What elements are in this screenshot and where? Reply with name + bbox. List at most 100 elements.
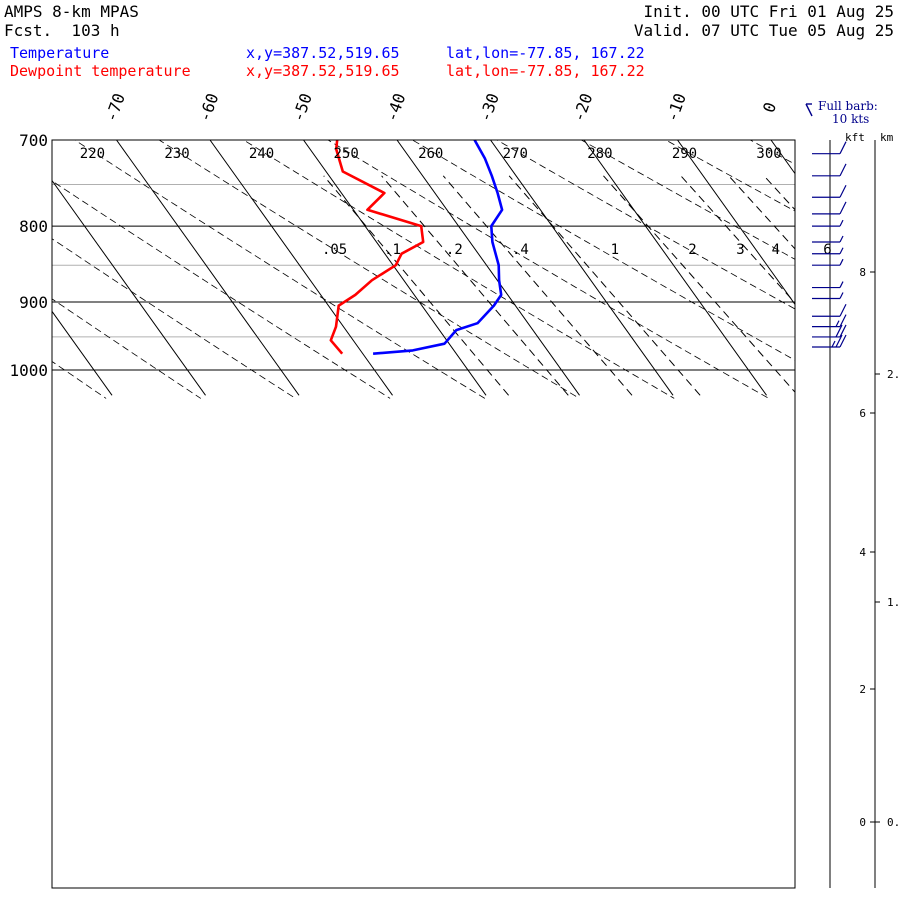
kft-label-8: 8	[859, 266, 866, 279]
theta-label-270: 270	[503, 146, 528, 162]
temperature-legend: Temperature	[10, 44, 110, 62]
model-title: AMPS 8-km MPAS	[4, 2, 139, 21]
theta-label-290: 290	[672, 146, 697, 162]
theta-label-240: 240	[249, 146, 274, 162]
wind-barb	[812, 247, 844, 255]
temperature-line	[372, 139, 504, 355]
mixing-ratio-label-.05: .05	[322, 242, 347, 258]
wind-barb	[812, 303, 847, 317]
mixing-ratio-label-3: 3	[736, 242, 744, 258]
mixing-ratio-label-.1: .1	[384, 242, 401, 258]
mixing-ratio-line-.05	[323, 175, 509, 396]
isotherm-label--30: -30	[475, 91, 503, 125]
kft-label-4: 4	[859, 546, 866, 559]
wind-barb	[812, 258, 844, 266]
theta-label-250: 250	[334, 146, 359, 162]
isotherm--90	[52, 310, 113, 396]
dry-adiabat-250	[327, 140, 770, 399]
mixing-ratio-line-1	[603, 175, 795, 393]
init-time: Init. 00 UTC Fri 01 Aug 25	[643, 2, 894, 21]
valid-time: Valid. 07 UTC Tue 05 Aug 25	[633, 21, 894, 40]
kft-label-2: 2	[859, 683, 866, 696]
isotherm-label--70: -70	[101, 91, 129, 125]
pressure-label-900: 900	[19, 293, 48, 312]
dry-adiabat-270	[496, 140, 795, 310]
theta-label-230: 230	[164, 146, 189, 162]
theta-label-260: 260	[418, 146, 443, 162]
dewpoint-xy: x,y=387.52,519.65	[246, 62, 400, 80]
dewpoint-legend: Dewpoint temperature	[10, 62, 191, 80]
dry-adiabat-320	[516, 0, 900, 398]
mixing-ratio-label-4: 4	[772, 242, 780, 258]
mixing-ratio-line-.2	[442, 175, 633, 396]
isotherm-label--40: -40	[382, 91, 410, 125]
wind-barb	[812, 292, 844, 300]
barb-note-line2: 10 kts	[832, 112, 870, 126]
dry-adiabat-330	[593, 0, 900, 398]
mixing-ratio-label-.2: .2	[446, 242, 463, 258]
mixing-ratio-label-.4: .4	[512, 242, 529, 258]
wind-barb	[812, 219, 844, 227]
mixing-ratio-line-3	[728, 175, 795, 250]
isotherm-label--50: -50	[288, 91, 316, 125]
isotherm-label--60: -60	[195, 91, 223, 125]
isotherm--70	[116, 140, 300, 396]
isotherm--100	[0, 140, 19, 395]
forecast-hour: Fcst. 103 h	[4, 21, 120, 40]
dry-adiabat-230	[158, 140, 580, 399]
isotherm-label-0: 0	[759, 100, 780, 116]
km-label-1.: 1.	[887, 596, 900, 609]
dry-adiabat-210	[52, 180, 391, 399]
isotherm-label--10: -10	[662, 91, 690, 125]
dry-adiabat-310	[440, 0, 900, 398]
kft-axis-label: kft	[845, 131, 865, 144]
wind-barb	[812, 334, 847, 348]
theta-label-220: 220	[80, 146, 105, 162]
isotherm-10	[865, 140, 900, 395]
theta-label-300: 300	[756, 146, 781, 162]
mixing-ratio-line-.4	[508, 175, 701, 396]
km-axis-label: km	[880, 131, 894, 144]
isotherm--30	[490, 140, 674, 396]
km-label-2.: 2.	[887, 368, 900, 381]
wind-barb	[812, 281, 844, 289]
dry-adiabat-260	[411, 140, 795, 361]
mixing-ratio-label-2: 2	[688, 242, 696, 258]
pressure-label-700: 700	[19, 131, 48, 150]
dry-adiabat-280	[580, 140, 795, 260]
dry-adiabat-180	[52, 360, 107, 399]
mixing-ratio-line-4	[763, 175, 795, 211]
pressure-label-800: 800	[19, 217, 48, 236]
mixing-ratio-line-6	[816, 176, 900, 395]
dry-adiabat-200	[52, 238, 296, 399]
barb-note-line1: Full barb:	[818, 99, 878, 113]
dry-adiabat-190	[52, 298, 202, 399]
dry-adiabat-220	[74, 140, 486, 399]
wind-barb	[812, 184, 847, 198]
kft-label-6: 6	[859, 407, 866, 420]
temperature-latlon: lat,lon=-77.85, 167.22	[446, 44, 645, 62]
isotherm--50	[303, 140, 487, 396]
wind-barb	[812, 235, 844, 243]
isotherm--20	[583, 140, 767, 396]
isotherm--40	[396, 140, 580, 396]
plot-frame	[51, 139, 796, 889]
wind-barb	[812, 324, 847, 338]
wind-barb	[812, 141, 847, 155]
kft-label-0: 0	[859, 816, 866, 829]
theta-label-280: 280	[587, 146, 612, 162]
isotherm-0	[770, 140, 795, 175]
dry-adiabat-240	[242, 140, 675, 399]
isotherm--80	[52, 179, 206, 396]
mixing-ratio-label-1: 1	[611, 242, 619, 258]
dry-adiabat-300	[749, 140, 795, 165]
isotherm--60	[209, 140, 393, 396]
isotherm--10	[677, 140, 795, 306]
pressure-label-1000: 1000	[9, 361, 48, 380]
mixing-ratio-line-2	[680, 175, 795, 304]
wind-barb	[812, 201, 847, 215]
wind-barb	[812, 314, 847, 328]
dewpoint-latlon: lat,lon=-77.85, 167.22	[446, 62, 645, 80]
km-label-0.: 0.	[887, 816, 900, 829]
